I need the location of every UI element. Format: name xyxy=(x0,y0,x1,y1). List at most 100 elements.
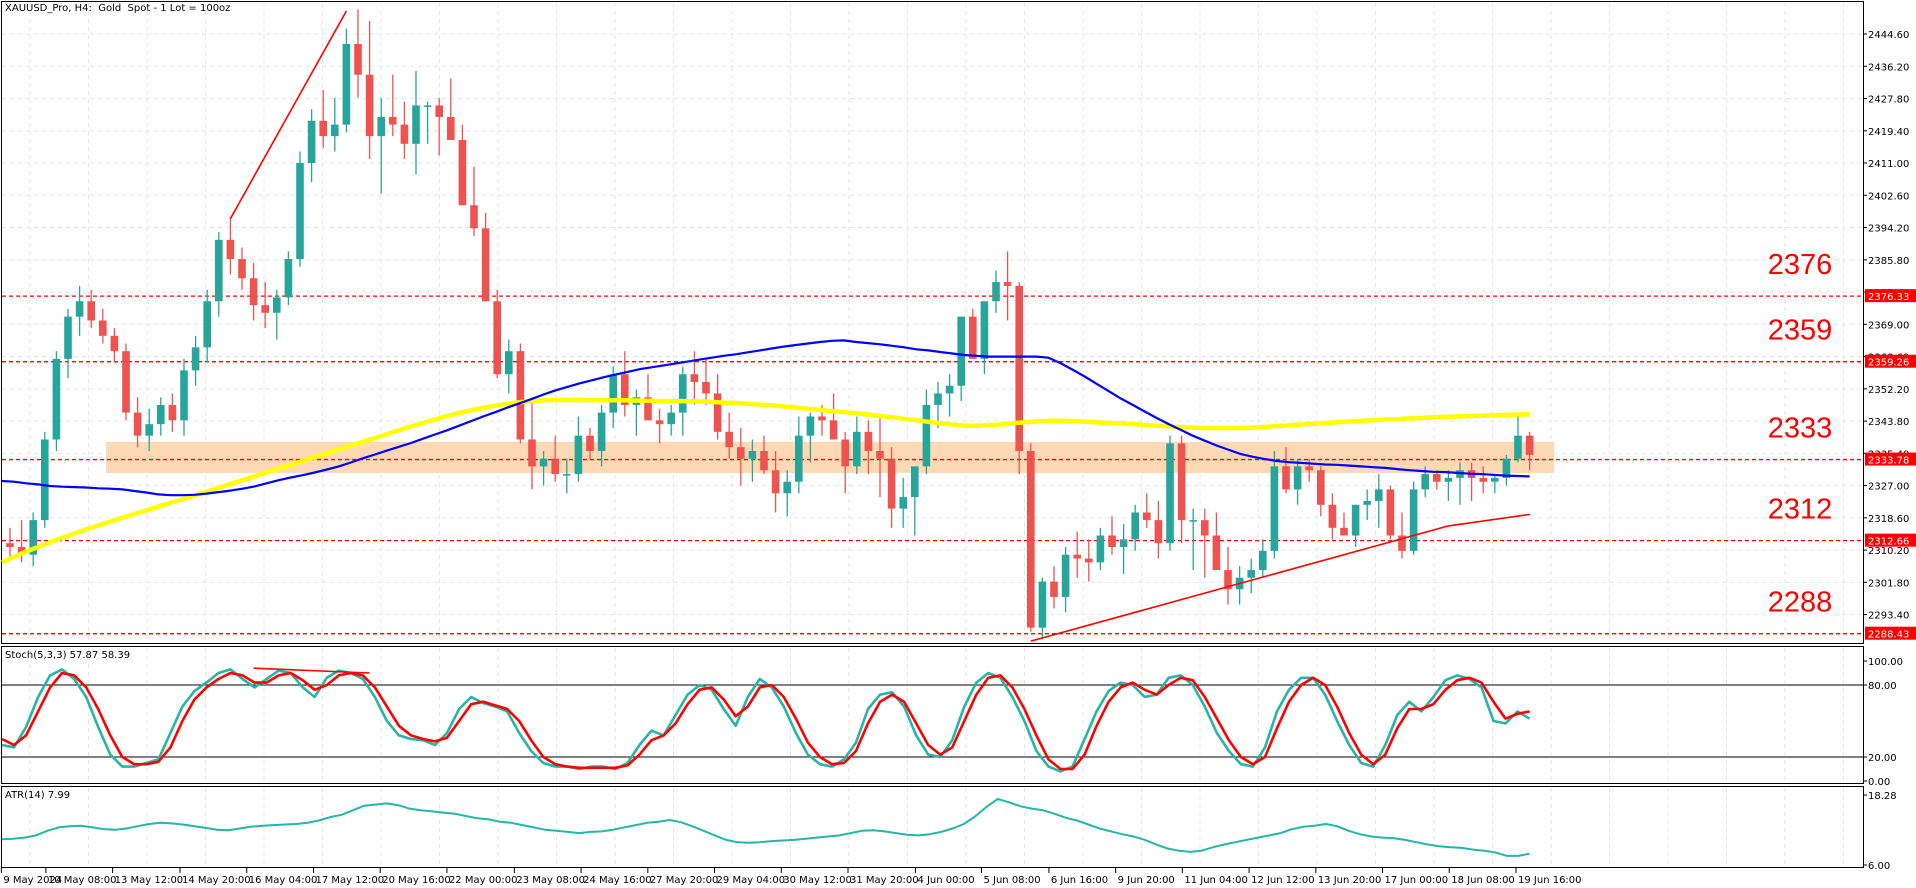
time-tick-label: 13 May 12:00 xyxy=(115,875,184,886)
time-tick-label: 16 May 04:00 xyxy=(249,875,318,886)
candle-body xyxy=(110,335,119,352)
candle-body xyxy=(87,301,95,321)
price-zone-rect xyxy=(106,441,1554,473)
candle-body xyxy=(713,393,722,432)
candle-body xyxy=(423,105,432,107)
candle-body xyxy=(203,301,211,348)
candle-body xyxy=(1119,539,1128,548)
time-tick-label: 31 May 20:00 xyxy=(850,875,919,886)
price-tag-2288 xyxy=(1865,626,1916,640)
candle-body xyxy=(29,520,37,555)
trendline-rising-wedge-top[interactable] xyxy=(229,10,348,220)
stoch-divergence-line xyxy=(253,667,370,674)
price-tag-label: 2333.78 xyxy=(1868,456,1909,467)
candle-body xyxy=(458,139,467,206)
candle-body xyxy=(1061,554,1070,597)
time-tick-label: 14 May 20:00 xyxy=(182,875,251,886)
candle-body xyxy=(226,239,235,260)
candle-body xyxy=(980,301,989,359)
trendline-support-trendline[interactable] xyxy=(1030,525,1449,642)
level-labels: 2376 2359 2333 2312 2288 xyxy=(1768,249,1833,619)
candle-body xyxy=(1351,504,1360,536)
candle-body xyxy=(157,404,165,425)
stoch-main-line xyxy=(1,668,1531,773)
candle-body xyxy=(1038,581,1047,628)
candle-body xyxy=(679,374,687,413)
candle-body xyxy=(1259,550,1267,571)
level-label-2312: 2312 xyxy=(1768,494,1833,526)
time-tick-label: 13 Jun 20:00 xyxy=(1318,875,1382,886)
candle-body xyxy=(1398,535,1406,551)
candle-body xyxy=(6,543,14,548)
trendlines[interactable] xyxy=(229,10,1531,642)
candle-body xyxy=(783,481,791,494)
candle-body xyxy=(853,431,861,467)
candle-body xyxy=(1409,489,1418,551)
candle-body xyxy=(1085,558,1093,563)
price-tick-label: 2369.00 xyxy=(1868,320,1909,331)
candle-body xyxy=(1224,570,1232,590)
candle-body xyxy=(1073,554,1081,559)
atr-pane: 18.28 6.00 xyxy=(1,791,1897,872)
candle-body xyxy=(1305,466,1313,471)
candle-body xyxy=(667,412,675,425)
candle-body xyxy=(597,412,606,452)
time-tick-label: 17 May 12:00 xyxy=(315,875,384,886)
candle-body xyxy=(505,351,513,375)
time-tick-label: 9 May 2024 xyxy=(3,875,62,886)
candle-body xyxy=(528,439,536,467)
candle-body xyxy=(1015,285,1023,452)
candlesticks xyxy=(6,9,1534,640)
candle-body xyxy=(841,439,849,467)
atr-axis-label: 6.00 xyxy=(1868,861,1890,872)
price-tag-2376 xyxy=(1865,289,1916,303)
price-tag-label: 2288.43 xyxy=(1868,630,1909,641)
price-tick-label: 2327.00 xyxy=(1868,482,1909,493)
candle-body xyxy=(945,385,954,394)
candle-body xyxy=(748,451,757,459)
price-tick-label: 2444.60 xyxy=(1868,30,1909,41)
candle-body xyxy=(1444,477,1453,482)
candle-body xyxy=(1340,527,1348,536)
candle-body xyxy=(516,351,525,440)
candle-body xyxy=(319,120,327,137)
candle-body xyxy=(1096,535,1105,563)
price-tick-label: 2411.00 xyxy=(1868,159,1909,170)
time-tick-label: 12 Jun 12:00 xyxy=(1251,875,1315,886)
time-tick-label: 27 May 20:00 xyxy=(650,875,719,886)
trendline-support-extension[interactable] xyxy=(1448,513,1531,527)
price-axis[interactable]: 2444.60 2436.20 2427.80 2419.40 2411.00 2402.… xyxy=(1863,30,1916,641)
atr-indicator-label: ATR(14) 7.99 xyxy=(5,790,71,801)
candle-body xyxy=(64,316,72,359)
time-tick-label: 11 Jun 04:00 xyxy=(1184,875,1248,886)
candle-body xyxy=(1502,458,1511,478)
time-tick-label: 20 May 16:00 xyxy=(382,875,451,886)
candle-body xyxy=(690,374,699,382)
candle-body xyxy=(586,435,594,452)
price-tick-label: 2402.60 xyxy=(1868,191,1909,202)
stoch-axis-label: 80.00 xyxy=(1868,681,1897,692)
candle-body xyxy=(644,397,652,421)
candle-body xyxy=(215,239,223,302)
candle-body xyxy=(17,547,26,555)
candle-body xyxy=(342,43,351,125)
candle-body xyxy=(1317,470,1325,505)
atr-axis-label: 18.28 xyxy=(1868,791,1897,802)
time-tick-label: 9 Jun 20:00 xyxy=(1118,875,1175,886)
stoch-axis-label: 0.00 xyxy=(1868,777,1890,788)
candle-body xyxy=(331,124,339,137)
candle-body xyxy=(1247,570,1255,578)
candle-body xyxy=(99,320,107,336)
candle-body xyxy=(957,316,965,386)
candle-body xyxy=(829,420,838,440)
candle-body xyxy=(400,124,409,144)
candle-body xyxy=(249,278,258,306)
price-tag-2359 xyxy=(1865,354,1916,368)
price-tag-2312 xyxy=(1865,533,1916,547)
candle-body xyxy=(122,351,130,413)
candle-body xyxy=(760,451,768,471)
candle-body xyxy=(1108,535,1116,548)
candle-body xyxy=(435,105,443,117)
